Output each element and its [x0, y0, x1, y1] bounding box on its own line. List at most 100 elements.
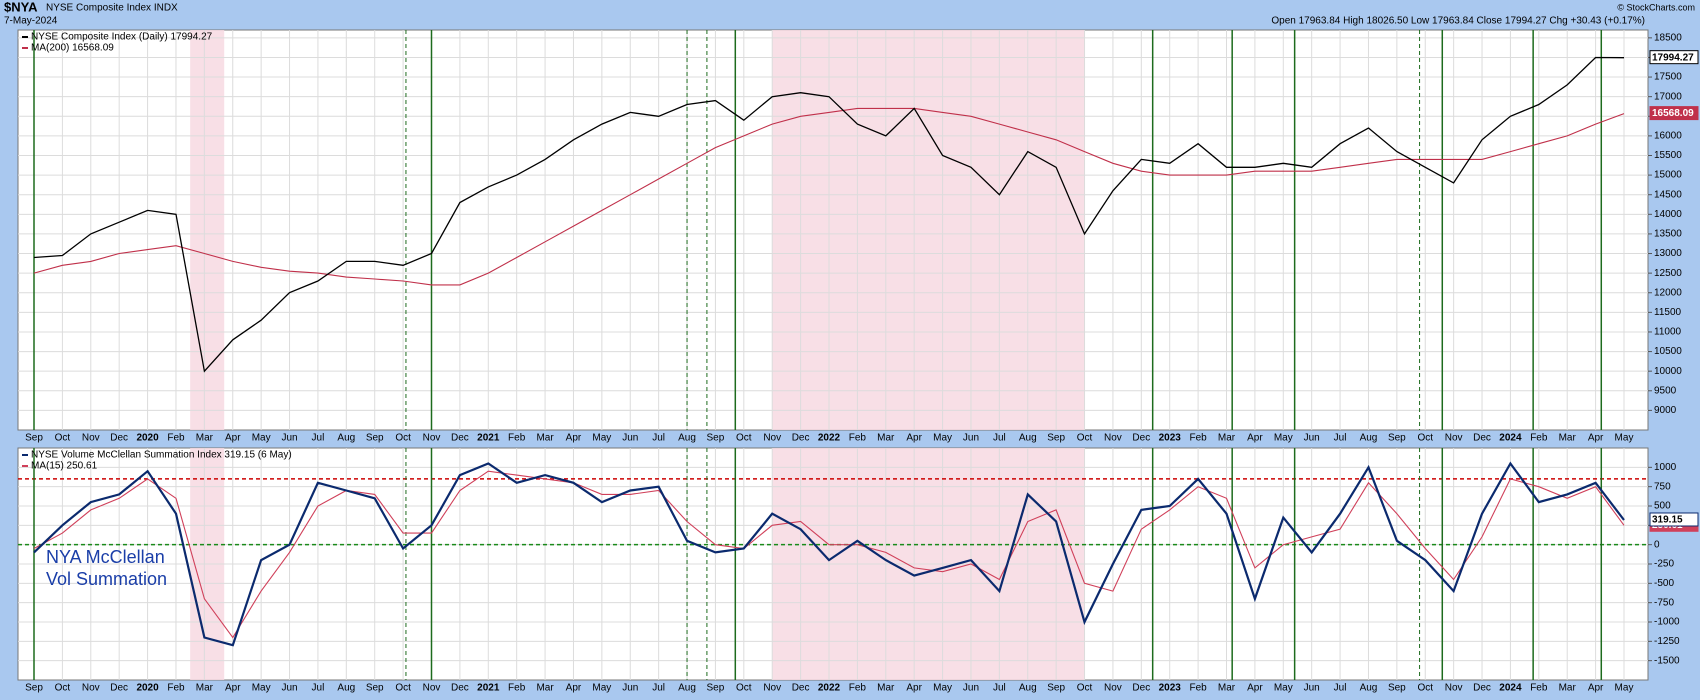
y-tick-label: 18500 — [1654, 32, 1682, 43]
x-tick-label: Apr — [906, 683, 922, 694]
x-tick-label: Jun — [963, 433, 979, 444]
y-tick-label: 11000 — [1654, 327, 1682, 338]
x-tick-label: Jun — [963, 683, 979, 694]
x-tick-label: Dec — [1473, 433, 1491, 444]
x-tick-label: Oct — [395, 683, 411, 694]
last-value-label: 17994.27 — [1652, 52, 1694, 63]
x-tick-label: Oct — [395, 433, 411, 444]
date: 7-May-2024 — [4, 16, 58, 27]
x-tick-label: Aug — [337, 433, 355, 444]
last-value-box — [1649, 106, 1699, 121]
x-tick-label: 2020 — [136, 683, 159, 694]
last-value-box — [1649, 512, 1699, 527]
y-tick-label: 10500 — [1654, 346, 1682, 357]
x-tick-label: May — [252, 433, 271, 444]
last-value-label: 319.15 — [1652, 515, 1683, 526]
x-tick-label: Mar — [877, 683, 895, 694]
x-tick-label: Mar — [1218, 433, 1236, 444]
legend-entry: NYSE Composite Index (Daily) 17994.27 — [31, 32, 213, 43]
shaded-region — [190, 30, 225, 430]
x-tick-label: Mar — [1218, 683, 1236, 694]
x-tick-label: Apr — [1588, 683, 1604, 694]
x-tick-label: Aug — [678, 683, 696, 694]
x-tick-label: Oct — [736, 433, 752, 444]
x-tick-label: Sep — [366, 683, 384, 694]
series-line — [33, 56, 1625, 373]
y-tick-label: 13500 — [1654, 229, 1682, 240]
x-tick-label: May — [252, 683, 271, 694]
x-tick-label: Feb — [1530, 683, 1548, 694]
x-tick-label: Apr — [1247, 683, 1263, 694]
x-tick-label: Jun — [622, 433, 638, 444]
x-tick-label: Apr — [1588, 433, 1604, 444]
x-tick-label: May — [1615, 433, 1634, 444]
y-tick-label: -750 — [1654, 597, 1674, 608]
y-tick-label: 9000 — [1654, 405, 1677, 416]
x-tick-label: Sep — [1047, 433, 1065, 444]
x-tick-label: Aug — [337, 683, 355, 694]
x-tick-label: Nov — [423, 433, 441, 444]
x-tick-label: Sep — [1388, 433, 1406, 444]
x-tick-label: May — [933, 433, 952, 444]
y-tick-label: 17000 — [1654, 91, 1682, 102]
x-tick-label: Nov — [82, 683, 100, 694]
x-tick-label: May — [933, 683, 952, 694]
x-tick-label: Feb — [1189, 683, 1207, 694]
x-tick-label: Nov — [763, 433, 781, 444]
x-tick-label: 2020 — [136, 433, 159, 444]
x-tick-label: Jul — [1334, 683, 1347, 694]
x-tick-label: Oct — [1077, 683, 1093, 694]
x-tick-label: Aug — [678, 433, 696, 444]
x-tick-label: Feb — [167, 683, 185, 694]
x-tick-label: Feb — [167, 433, 185, 444]
x-tick-label: Mar — [536, 433, 554, 444]
x-tick-label: Dec — [451, 683, 469, 694]
x-tick-label: Dec — [1132, 683, 1150, 694]
x-tick-label: Apr — [1247, 433, 1263, 444]
x-tick-label: Nov — [82, 433, 100, 444]
x-tick-label: Nov — [423, 683, 441, 694]
credit: © StockCharts.com — [1617, 2, 1695, 12]
x-tick-label: Apr — [566, 433, 582, 444]
index-name: NYSE Composite Index INDX — [46, 3, 178, 14]
y-tick-label: -500 — [1654, 578, 1674, 589]
y-tick-label: 9500 — [1654, 385, 1677, 396]
x-tick-label: Mar — [1559, 683, 1577, 694]
x-tick-label: Apr — [906, 433, 922, 444]
x-tick-label: Feb — [1189, 433, 1207, 444]
shaded-region — [772, 30, 1085, 430]
x-tick-label: Oct — [736, 683, 752, 694]
x-tick-label: Mar — [877, 433, 895, 444]
x-tick-label: Mar — [196, 683, 214, 694]
x-tick-label: Jul — [993, 683, 1006, 694]
y-tick-label: 11500 — [1654, 307, 1682, 318]
legend-entry: MA(15) 250.61 — [31, 461, 98, 472]
y-tick-label: 15000 — [1654, 170, 1682, 181]
x-tick-label: Apr — [225, 433, 241, 444]
y-tick-label: 0 — [1654, 539, 1660, 550]
y-tick-label: -1000 — [1654, 617, 1680, 628]
x-tick-label: Mar — [1559, 433, 1577, 444]
x-tick-label: Oct — [1417, 433, 1433, 444]
x-tick-label: Apr — [566, 683, 582, 694]
x-tick-label: Jun — [622, 683, 638, 694]
x-tick-label: Jun — [1304, 683, 1320, 694]
x-tick-label: Sep — [25, 433, 43, 444]
series-line — [33, 107, 1625, 286]
x-tick-label: Sep — [707, 433, 725, 444]
x-tick-label: May — [1274, 683, 1293, 694]
y-tick-label: -1500 — [1654, 655, 1680, 666]
x-tick-label: Sep — [1388, 683, 1406, 694]
x-tick-label: Oct — [55, 683, 71, 694]
x-tick-label: Jun — [1304, 433, 1320, 444]
x-tick-label: Dec — [792, 433, 810, 444]
x-tick-label: Feb — [1530, 433, 1548, 444]
y-tick-label: 15500 — [1654, 150, 1682, 161]
x-tick-label: 2022 — [818, 433, 841, 444]
x-tick-label: 2022 — [818, 683, 841, 694]
x-tick-label: Sep — [1047, 683, 1065, 694]
x-tick-label: Jul — [652, 683, 665, 694]
y-tick-label: 16000 — [1654, 131, 1682, 142]
y-tick-label: 14500 — [1654, 189, 1682, 200]
x-tick-label: Jul — [993, 433, 1006, 444]
